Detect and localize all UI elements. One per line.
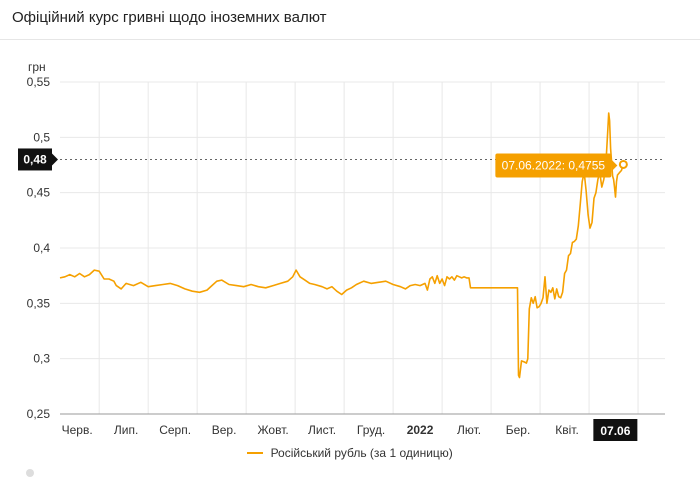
hover-point	[618, 159, 628, 169]
x-axis-ticks: Черв. Лип. Серп. Вер. Жовт. Лист. Груд. 2022 Лют…	[62, 423, 621, 437]
x-tick-label: Вер.	[212, 423, 237, 437]
y-tick-label: 0,55	[27, 75, 51, 89]
legend-label: Російський рубль (за 1 одиницю)	[270, 446, 453, 460]
page-title: Офіційний курс гривні щодо іноземних вал…	[12, 9, 327, 26]
series-line[interactable]	[59, 112, 625, 379]
y-tick-label: 0,45	[27, 186, 51, 200]
crosshair-y-marker: 0,48	[18, 148, 58, 171]
horizontal-gridlines	[60, 81, 665, 415]
x-tick-label: Груд.	[357, 423, 385, 437]
x-tick-label: Черв.	[62, 423, 93, 437]
crosshair-y-value: 0,48	[23, 152, 47, 166]
crosshair-x-marker: 07.06	[593, 419, 638, 441]
series-layer	[59, 112, 625, 379]
x-tick-label: Квіт.	[555, 423, 579, 437]
y-axis-ticks: 0,25 0,3 0,35 0,4 0,45 0,5 0,55	[27, 75, 51, 421]
y-tick-label: 0,3	[33, 352, 50, 366]
crosshair-x-value: 07.06	[600, 424, 630, 438]
x-tick-label: Лип.	[114, 423, 138, 437]
legend-line-icon	[247, 451, 264, 454]
legend[interactable]: Російський рубль (за 1 одиницю)	[0, 446, 700, 460]
x-tick-label: Бер.	[506, 423, 531, 437]
y-axis-label: грн	[28, 60, 46, 74]
y-tick-label: 0,4	[33, 241, 50, 255]
y-tick-label: 0,25	[27, 407, 51, 421]
x-tick-label: Лют.	[457, 423, 481, 437]
tooltip: 07.06.2022: 0,4755	[495, 153, 618, 178]
header: Офіційний курс гривні щодо іноземних вал…	[0, 0, 700, 40]
y-tick-label: 0,5	[33, 130, 50, 144]
x-tick-label: Жовт.	[257, 423, 288, 437]
y-tick-label: 0,35	[27, 296, 51, 310]
footer-dot	[26, 469, 34, 477]
tooltip-text: 07.06.2022: 0,4755	[502, 158, 606, 172]
x-tick-label: Лист.	[308, 423, 336, 437]
x-tick-label: Серп.	[159, 423, 191, 437]
x-tick-label: 2022	[407, 423, 434, 437]
